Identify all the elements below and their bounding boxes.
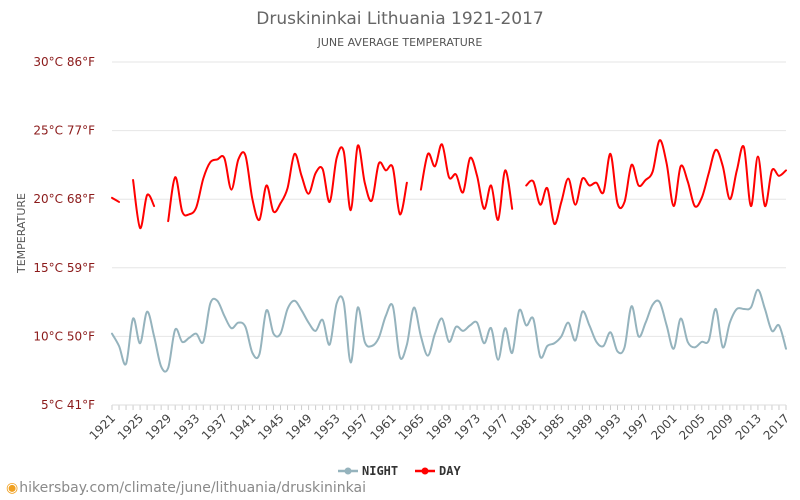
source-url-text: hikersbay.com/climate/june/lithuania/dru… [19,480,366,496]
legend-night-marker [344,467,352,475]
x-tick-label: 1981 [508,411,539,442]
x-tick-label: 1945 [255,411,286,442]
x-tick-label: 1929 [143,411,174,442]
x-tick-label: 2013 [733,411,764,442]
series-day-line [111,196,121,203]
source-link[interactable]: ◉hikersbay.com/climate/june/lithuania/dr… [6,480,366,496]
y-tick-label: 30°C 86°F [33,55,95,69]
grid-lines [112,61,786,406]
x-tick-label: 2009 [704,411,735,442]
legend-item-night[interactable]: NIGHT [338,464,398,478]
series-day-line [167,144,408,223]
location-pin-icon: ◉ [6,480,19,496]
x-tick-label: 1933 [171,411,202,442]
x-tick-label: 2017 [761,411,792,442]
series-day [111,139,787,230]
x-tick-label: 1973 [452,411,483,442]
y-tick-labels: 5°C 41°F 10°C 50°F 15°C 59°F 20°C 68°F 25°C … [33,55,95,412]
x-tick-label: 1941 [227,411,258,442]
x-tick-label: 1953 [311,411,342,442]
x-tick-label: 1985 [536,411,567,442]
x-tick-label: 1957 [339,411,370,442]
y-tick-label: 10°C 50°F [33,329,95,343]
x-tick-label: 1993 [592,411,623,442]
x-tick-label: 1921 [87,411,118,442]
legend-item-day[interactable]: DAY [415,464,461,478]
x-tick-label: 1965 [396,411,427,442]
x-tick-label: 1925 [115,411,146,442]
y-tick-label: 15°C 59°F [33,261,95,275]
x-tick-label: 2001 [648,411,679,442]
y-axis-label: TEMPERATURE [15,193,28,274]
y-tick-label: 5°C 41°F [41,398,95,412]
x-tick-label: 2005 [676,411,707,442]
series-day-line [132,178,156,230]
x-tick-label: 1989 [564,411,595,442]
series-day-line [525,139,787,225]
chart-title: Druskininkai Lithuania 1921-2017 [256,9,543,29]
chart-subtitle: JUNE AVERAGE TEMPERATURE [317,36,483,49]
y-tick-label: 20°C 68°F [33,192,95,206]
series-lines [111,139,787,373]
x-tick-label: 1937 [199,411,230,442]
x-tick-label: 1961 [367,411,398,442]
x-tick-label: 1977 [480,411,511,442]
legend-night-label: NIGHT [362,464,398,478]
y-tick-label: 25°C 77°F [33,124,95,138]
x-tick-label: 1949 [283,411,314,442]
x-tick-label: 1969 [424,411,455,442]
legend-day-label: DAY [439,464,461,478]
series-day-line [419,143,514,221]
x-tick-labels: 1921192519291933193719411945194919531957… [87,404,792,443]
legend: NIGHT DAY [338,464,461,478]
legend-day-marker [421,467,429,475]
series-night-line [111,288,787,373]
x-tick-label: 1997 [620,411,651,442]
series-night [111,288,787,373]
